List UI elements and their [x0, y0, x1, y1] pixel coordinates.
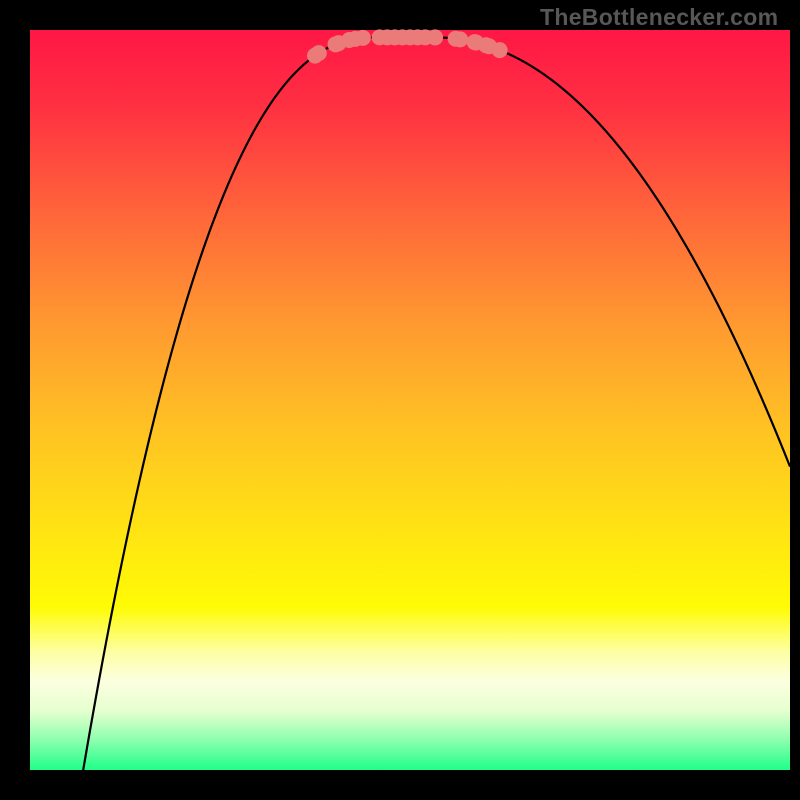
chart-stage: TheBottlenecker.com: [0, 0, 800, 800]
watermark-label: TheBottlenecker.com: [540, 4, 778, 31]
plot-gradient-background: [30, 30, 790, 770]
